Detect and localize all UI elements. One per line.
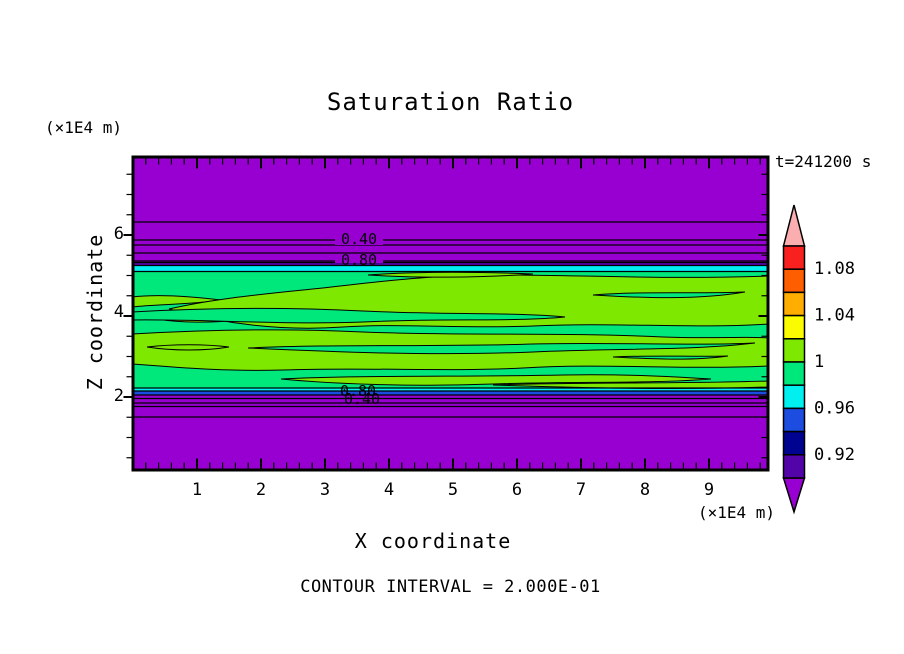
plot-frame (131, 155, 770, 472)
y-tick-label-2: 2 (113, 386, 124, 406)
contour-label-040-bottom: 0.40 (344, 390, 380, 408)
x-tick-label-7: 7 (575, 480, 587, 500)
contour-label-080-top: 0.80 (341, 251, 377, 269)
colorbar-over-arrow (782, 204, 806, 247)
x-axis-label: X coordinate (354, 529, 512, 553)
violet-strip-top (133, 262, 768, 266)
green-contour-channels (131, 291, 756, 360)
time-annotation: t=241200 s (775, 152, 872, 171)
x-tick-label-3: 3 (319, 480, 331, 500)
contour-label-040-top: 0.40 (341, 230, 377, 248)
colorbar-band-1 (782, 268, 806, 294)
colorbar-label-1.08: 1.08 (814, 259, 855, 279)
cyan-strip-bottom (133, 388, 768, 391)
colorbar-label-0.92: 0.92 (814, 445, 855, 465)
colorbar-band-4 (782, 338, 806, 363)
chart-title: Saturation Ratio (326, 88, 575, 116)
colorbar-band-2 (782, 291, 806, 317)
x-tick-label-8: 8 (639, 480, 651, 500)
x-tick-label-1: 1 (191, 480, 203, 500)
colorbar: 1.08 1.04 1 0.96 0.92 (782, 204, 855, 515)
colorbar-label-0.96: 0.96 (814, 398, 855, 418)
label-mask (335, 254, 383, 263)
colorbar-band-0 (782, 245, 806, 270)
colorbar-band-3 (782, 314, 806, 340)
x-tick-label-9: 9 (703, 480, 715, 500)
colorbar-band-5 (782, 361, 806, 386)
lower-line-contours (133, 387, 768, 418)
x-tick-label-5: 5 (447, 480, 459, 500)
label-mask (335, 233, 383, 245)
x-axis-unit: (×1E4 m) (697, 503, 775, 522)
contour-interval-note: CONTOUR INTERVAL = 2.000E-01 (300, 577, 601, 597)
contour-plot: 0.40 0.80 0.80 0.40 (123, 155, 770, 472)
colorbar-bands (782, 245, 806, 479)
y-axis-unit: (×1E4 m) (45, 118, 123, 137)
axis-tick-marks (123, 158, 767, 469)
x-tick-label-4: 4 (383, 480, 395, 500)
chartreuse-contour-streaks (131, 271, 770, 389)
upper-line-contours (133, 221, 768, 273)
x-tick-label-6: 6 (511, 480, 523, 500)
colorbar-under-arrow (782, 477, 806, 515)
colorbar-label-1.04: 1.04 (814, 306, 855, 326)
y-tick-label-4: 4 (113, 302, 124, 322)
colorbar-band-8 (782, 430, 806, 456)
colorbar-label-1: 1 (814, 352, 824, 372)
colorbar-band-6 (782, 384, 806, 410)
colorbar-band-7 (782, 407, 806, 433)
contour-label-080-bottom: 0.80 (340, 382, 376, 400)
x-tick-label-2: 2 (255, 480, 267, 500)
y-tick-label-6: 6 (113, 224, 124, 244)
colorbar-band-9 (782, 454, 806, 479)
blue-strip-bottom (133, 391, 768, 395)
cyan-strip-top (133, 265, 768, 272)
colorbar-tick-labels: 1.08 1.04 1 0.96 0.92 (814, 259, 855, 465)
